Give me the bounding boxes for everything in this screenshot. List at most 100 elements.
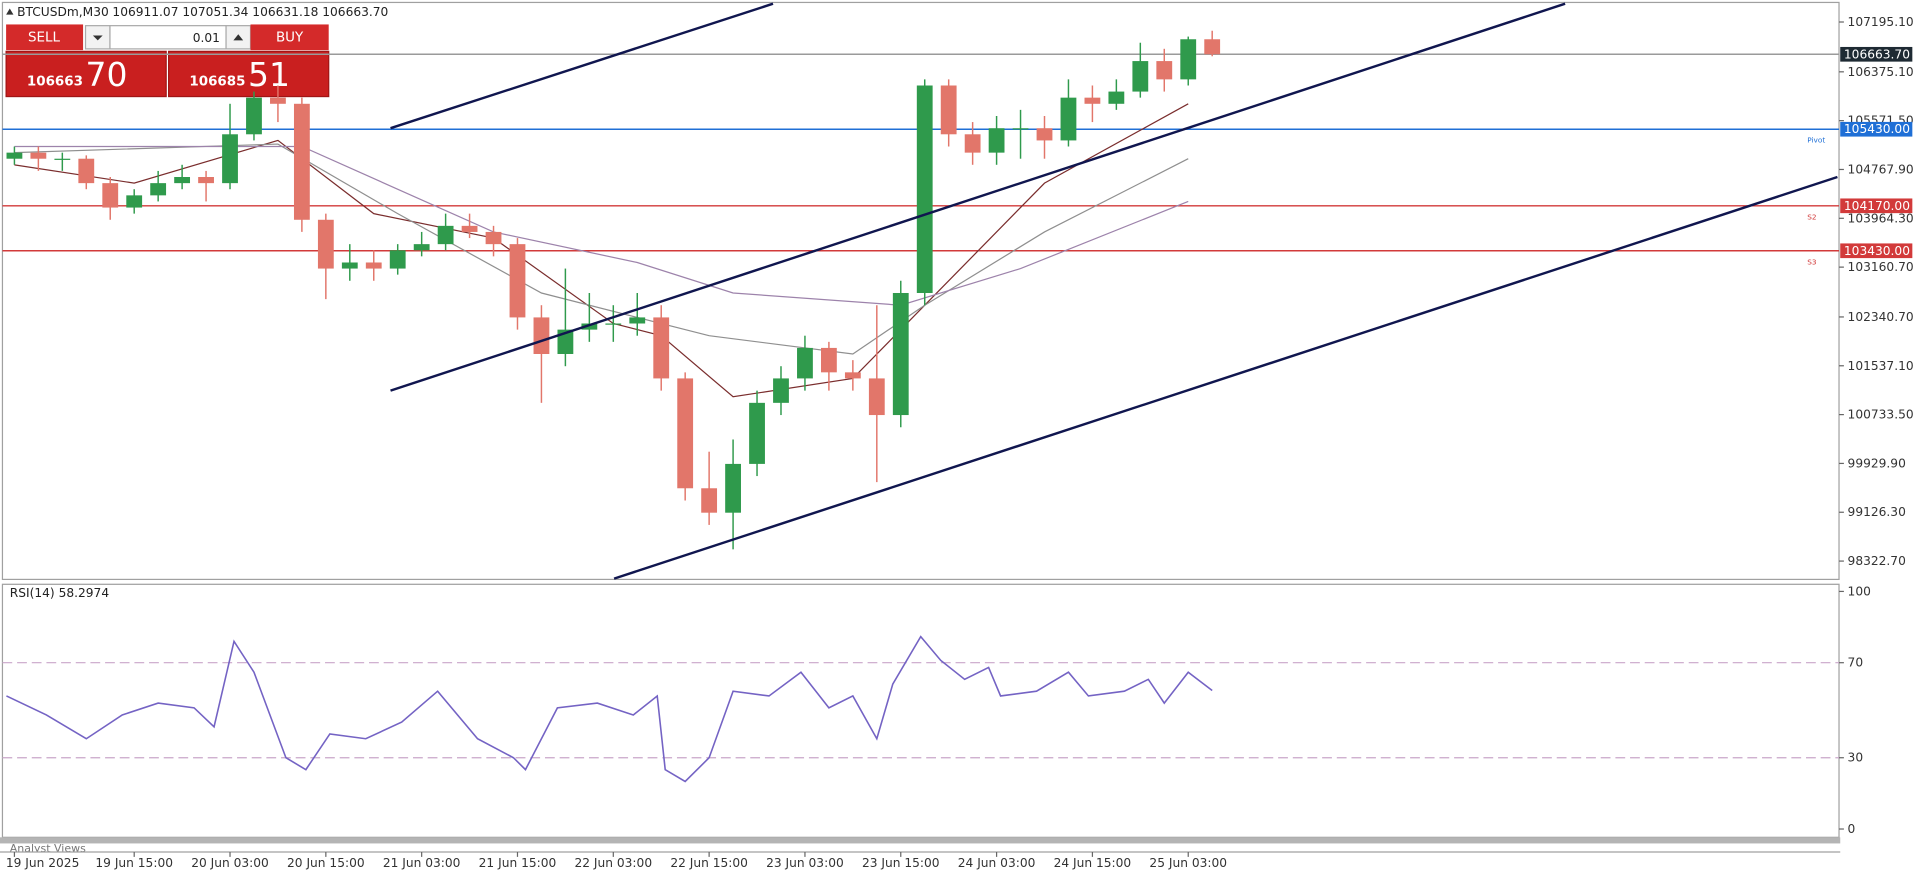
- candle-body: [509, 244, 526, 318]
- price-level-label: 106663.70: [1844, 47, 1910, 61]
- candle-body: [461, 225, 478, 232]
- candle-body: [581, 323, 598, 330]
- buy-button[interactable]: [250, 24, 329, 51]
- candle-body: [389, 250, 406, 269]
- down-arrow[interactable]: [92, 35, 103, 41]
- candle-body: [1060, 97, 1077, 141]
- candle-body: [533, 317, 550, 354]
- candle-body: [174, 177, 191, 184]
- candle-body: [1012, 128, 1029, 130]
- candle-body: [820, 347, 837, 373]
- candle-body: [773, 378, 789, 403]
- buy-label[interactable]: BUY: [276, 30, 304, 45]
- y-tick-label: 103160.70: [1848, 260, 1914, 274]
- x-tick-label: 20 Jun 15:00: [287, 856, 365, 870]
- y-tick-label: 98322.70: [1848, 554, 1906, 568]
- candle-body: [222, 134, 238, 184]
- price-level-box: [1840, 46, 1913, 62]
- x-tick-label: 20 Jun 03:00: [191, 856, 269, 870]
- ask-main[interactable]: 106685: [189, 74, 245, 89]
- candle-body: [940, 85, 957, 135]
- x-tick-label: 21 Jun 03:00: [383, 856, 461, 870]
- sell-label[interactable]: SELL: [28, 30, 61, 45]
- x-tick-label: 24 Jun 03:00: [958, 856, 1036, 870]
- x-tick-label: 19 Jun 15:00: [95, 856, 173, 870]
- candle-body: [54, 158, 71, 160]
- trend-line: [390, 2, 1566, 392]
- ask-box[interactable]: [168, 50, 330, 98]
- candle-body: [413, 244, 430, 251]
- symbol: BTCUSDm,M30: [17, 5, 109, 19]
- y-tick-label: 70: [1848, 656, 1864, 670]
- collapse-icon[interactable]: [6, 8, 14, 15]
- y-tick-label: 100733.50: [1848, 408, 1914, 422]
- candle-body: [78, 158, 95, 184]
- volume-value[interactable]: 0.01: [193, 31, 220, 45]
- candle-body: [485, 231, 502, 245]
- candle-body: [701, 488, 718, 513]
- candle-body: [916, 85, 933, 293]
- candle-body: [293, 103, 310, 220]
- price-level-label: 103430.00: [1844, 244, 1910, 258]
- moving-average: [14, 143, 1189, 355]
- price-level-tag: S3: [1807, 257, 1817, 266]
- sell-button[interactable]: [6, 24, 84, 51]
- ohlc: 106911.07 107051.34 106631.18 106663.70: [112, 5, 388, 19]
- candle-body: [653, 317, 670, 379]
- candle-body: [725, 463, 741, 513]
- candle-body: [1132, 61, 1149, 92]
- candle-body: [605, 323, 622, 325]
- y-tick-label: 100: [1848, 584, 1871, 598]
- candle-body: [102, 183, 119, 208]
- y-tick-label: 107195.10: [1848, 15, 1914, 29]
- candle-body: [246, 97, 262, 135]
- ask-pips[interactable]: 51: [248, 55, 290, 94]
- candle-body: [749, 402, 765, 464]
- candle-body: [892, 292, 909, 416]
- main-frame: [1, 1, 1840, 581]
- price-level-box: [1840, 243, 1913, 259]
- candle-body: [677, 378, 694, 489]
- x-tick-label: 23 Jun 03:00: [766, 856, 844, 870]
- candle-body: [30, 152, 47, 159]
- y-tick-label: 103964.30: [1848, 211, 1914, 225]
- x-tick-label: 19 Jun 2025: [6, 856, 80, 870]
- up-arrow[interactable]: [233, 34, 244, 41]
- candle-body: [1036, 128, 1053, 141]
- trend-line: [613, 175, 1838, 580]
- y-tick-label: 102340.70: [1848, 310, 1914, 324]
- y-tick-label: 104767.90: [1848, 162, 1914, 176]
- price-level-box: [1840, 121, 1913, 137]
- candle-body: [126, 195, 143, 208]
- rsi-line: [6, 635, 1213, 783]
- candle-body: [1156, 61, 1173, 80]
- candle-body: [365, 262, 382, 269]
- x-tick-label: 23 Jun 15:00: [862, 856, 940, 870]
- bid-main[interactable]: 106663: [27, 74, 83, 89]
- bid-pips[interactable]: 70: [86, 55, 128, 94]
- x-tick-label: 21 Jun 15:00: [479, 856, 557, 870]
- rsi-title: RSI(14) 58.2974: [10, 586, 110, 600]
- candle-body: [797, 347, 813, 379]
- price-level-label: 104170.00: [1844, 199, 1910, 213]
- moving-average: [14, 145, 1189, 306]
- price-level-tag: Pivot: [1807, 136, 1825, 145]
- candle-body: [6, 152, 23, 159]
- price-level-box: [1840, 198, 1913, 214]
- candle-body: [629, 317, 646, 324]
- y-tick-label: 101537.10: [1848, 359, 1914, 373]
- x-tick-label: 25 Jun 03:00: [1149, 856, 1227, 870]
- candle-body: [844, 372, 861, 379]
- candle-body: [557, 329, 574, 354]
- candle-body: [317, 219, 334, 269]
- tab-bar: [0, 837, 1841, 844]
- candle-body: [868, 378, 885, 416]
- candle-body: [270, 97, 286, 104]
- candle-body: [964, 134, 981, 153]
- bid-box[interactable]: [5, 50, 167, 98]
- y-tick-label: 30: [1848, 751, 1864, 765]
